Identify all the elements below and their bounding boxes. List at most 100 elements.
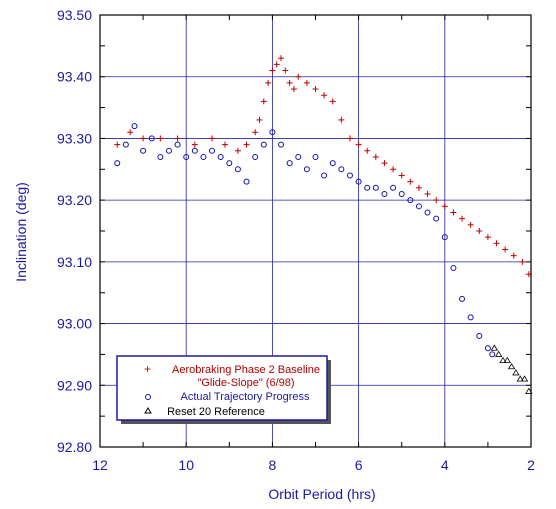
baseline-point: [282, 67, 289, 74]
baseline-point: [174, 135, 181, 142]
legend-label-actual: Actual Trajectory Progress: [181, 391, 310, 403]
legend: + Aerobraking Phase 2 Baseline "Glide-Sl…: [116, 355, 331, 424]
reset-point: [507, 362, 516, 370]
actual-point: [355, 178, 362, 185]
baseline-point: [364, 147, 371, 154]
baseline-point: [407, 178, 414, 185]
reset-point: [494, 350, 503, 357]
baseline-point: [209, 135, 216, 142]
actual-point: [415, 203, 422, 210]
x-axis-label: Orbit Period (hrs): [268, 486, 375, 502]
baseline-point: [433, 197, 440, 204]
actual-point: [200, 153, 207, 160]
baseline-point: [321, 92, 328, 99]
baseline-point: [484, 234, 491, 241]
actual-point: [381, 190, 388, 197]
baseline-point: [295, 73, 302, 80]
x-tick-label: 6: [355, 457, 363, 473]
baseline-point: [338, 116, 345, 123]
baseline-point: [221, 141, 228, 148]
baseline-point: [157, 135, 164, 142]
baseline-point: [476, 228, 483, 234]
baseline-point: [312, 86, 319, 93]
plot-frame: [99, 14, 532, 448]
actual-point: [157, 153, 164, 160]
actual-point: [122, 141, 129, 148]
actual-point: [226, 160, 233, 167]
actual-point: [484, 345, 491, 352]
baseline-point: [191, 141, 198, 148]
baseline-point: [390, 166, 397, 173]
baseline-point: [278, 55, 285, 62]
actual-point: [346, 172, 353, 179]
reset-point: [490, 344, 499, 351]
actual-point: [467, 314, 474, 321]
tick-labels: 93.50 93.40 93.30 93.20 93.10 93.00 92.90 92.80…: [57, 7, 535, 473]
actual-point: [398, 190, 405, 197]
baseline-point: [269, 67, 276, 74]
baseline-point: [467, 221, 474, 228]
actual-point: [174, 141, 181, 148]
x-tick-label: 12: [92, 457, 108, 473]
actual-point: [131, 123, 138, 130]
y-tick-label: 93.40: [57, 69, 92, 85]
baseline-point: [140, 135, 147, 142]
actual-point: [165, 147, 172, 154]
baseline-point: [256, 116, 263, 123]
actual-point: [114, 160, 121, 167]
actual-point: [441, 234, 448, 241]
y-tick-label: 93.00: [57, 316, 92, 332]
y-tick-label: 93.30: [57, 130, 92, 146]
actual-point: [329, 160, 336, 167]
actual-point: [252, 153, 259, 160]
legend-label-baseline-line2: "Glide-Slope" (6/98): [197, 377, 294, 389]
y-axis-label: Inclination (deg): [13, 182, 29, 282]
reset-point: [516, 375, 524, 382]
baseline-point: [290, 86, 297, 93]
baseline-point: [381, 160, 388, 167]
actual-point: [260, 141, 267, 148]
baseline-point: [260, 98, 267, 105]
reset-point: [520, 375, 529, 382]
baseline-point: [273, 61, 280, 68]
baseline-point: [502, 246, 509, 253]
x-tick-label: 4: [441, 457, 449, 473]
reset-point: [499, 356, 507, 364]
y-tick-label: 93.50: [57, 7, 92, 23]
actual-point: [286, 160, 293, 167]
actual-point: [364, 184, 371, 191]
actual-point: [243, 178, 250, 185]
x-tick-label: 10: [178, 457, 194, 473]
baseline-point: [286, 79, 293, 86]
actual-point: [191, 147, 198, 154]
actual-point: [476, 332, 483, 339]
baseline-point: [303, 79, 310, 86]
actual-point: [424, 209, 431, 216]
baseline-point: [114, 141, 121, 148]
legend-marker-actual: [145, 394, 151, 400]
baseline-point: [415, 184, 422, 191]
actual-point: [217, 153, 224, 160]
actual-point: [450, 265, 457, 272]
plot-border: [99, 14, 532, 448]
actual-point: [140, 147, 147, 154]
actual-point: [489, 351, 496, 358]
baseline-point: [265, 79, 272, 86]
baseline-point: [234, 147, 241, 154]
y-tick-label: 93.20: [57, 192, 92, 208]
baseline-point: [441, 203, 448, 210]
reset-point: [512, 369, 520, 376]
data-marks: [114, 55, 533, 394]
y-tick-label: 92.80: [57, 439, 92, 455]
actual-point: [303, 166, 310, 173]
x-tick-label: 8: [269, 457, 277, 473]
actual-point: [295, 153, 302, 160]
actual-point: [183, 153, 190, 160]
baseline-point: [346, 135, 353, 142]
x-tick-label: 2: [527, 457, 535, 473]
actual-point: [321, 172, 328, 179]
baseline-point: [398, 172, 405, 179]
actual-point: [390, 184, 397, 191]
legend-marker-reset: [144, 407, 152, 414]
baseline-point: [510, 252, 517, 259]
